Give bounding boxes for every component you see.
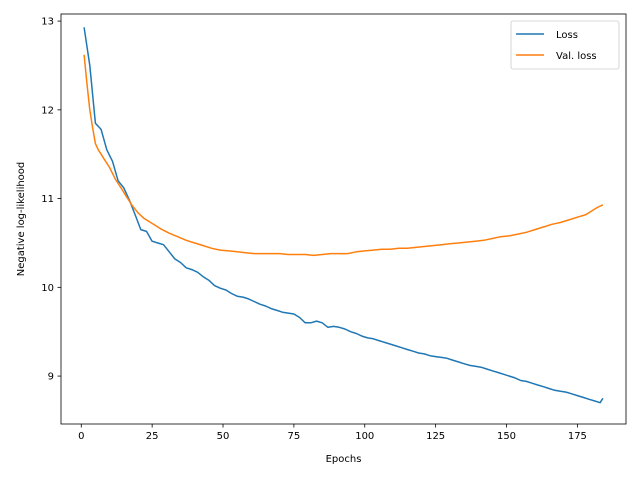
legend-box [510, 20, 620, 70]
x-tick-label: 25 [146, 431, 159, 442]
y-tick-label: 13 [41, 17, 54, 28]
legend-label-loss: Loss [556, 30, 578, 41]
axes-frame [60, 13, 627, 425]
y-tick-label: 11 [41, 194, 54, 205]
x-tick-label: 125 [426, 431, 445, 442]
x-tick-label: 50 [217, 431, 230, 442]
x-tick-label: 150 [497, 431, 516, 442]
y-tick-label: 9 [48, 372, 54, 383]
legend-label-val-loss: Val. loss [556, 51, 597, 62]
x-tick-label: 175 [568, 431, 587, 442]
series-layer [83, 27, 604, 404]
y-axis-label: Negative log-likelihood [16, 162, 27, 277]
y-tick-label: 12 [41, 105, 54, 116]
ticks-layer: 0 25 50 75 100 125 150 175 9 10 11 12 13 [41, 17, 587, 442]
series-line-loss [83, 27, 604, 404]
x-tick-label: 0 [78, 431, 84, 442]
x-tick-label: 75 [288, 431, 301, 442]
y-tick-label: 10 [41, 283, 54, 294]
series-line-val-loss [83, 54, 604, 257]
legend: Loss Val. loss [510, 20, 620, 70]
x-tick-label: 100 [355, 431, 374, 442]
x-axis-label: Epochs [326, 454, 362, 465]
